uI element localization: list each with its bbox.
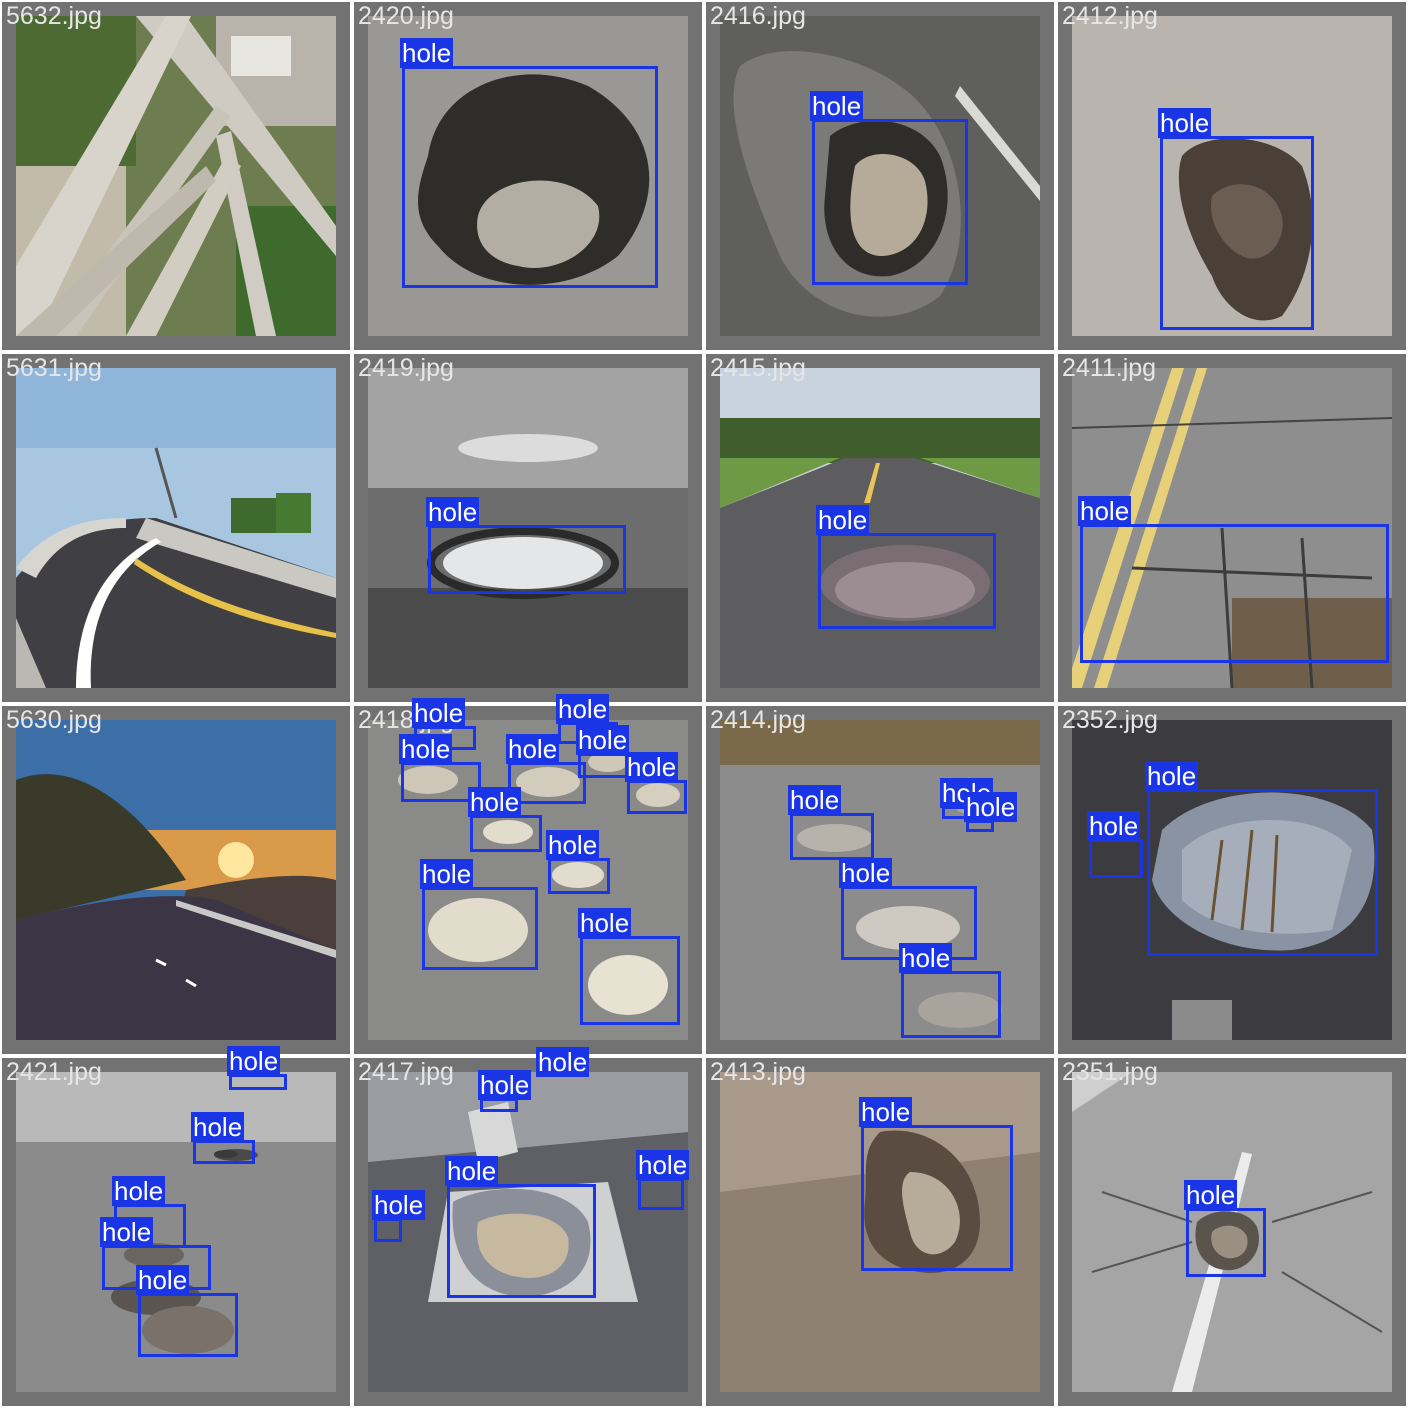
tile-filename: 2351.jpg [1062, 1058, 1158, 1086]
tile-5630: 5630.jpg [2, 706, 350, 1054]
tile-2414: 2414.jpg [706, 706, 1054, 1054]
tile-2421: 2421.jpg [2, 1058, 350, 1406]
photo-pothole [720, 1072, 1040, 1392]
photo-pothole [1072, 16, 1392, 336]
tile-filename: 2411.jpg [1062, 354, 1157, 382]
tile-2420: 2420.jpg [354, 2, 702, 350]
tile-5632: 5632.jpg [2, 2, 350, 350]
tile-2417: 2417.jpg [354, 1058, 702, 1406]
tile-2351: 2351.jpg [1058, 1058, 1406, 1406]
tile-filename: 2415.jpg [710, 354, 806, 382]
tile-2412: 2412.jpg [1058, 2, 1406, 350]
tile-2418: 2418.jpg [354, 706, 702, 1054]
photo-pothole-reflection [1072, 720, 1392, 1040]
photo-pothole [368, 16, 688, 336]
photo-rural-road [720, 368, 1040, 688]
photo-many-potholes [368, 720, 688, 1040]
tile-2352: 2352.jpg [1058, 706, 1406, 1054]
photo-highway-interchange [16, 16, 336, 336]
photo-potholes [720, 720, 1040, 1040]
tile-filename: 5632.jpg [6, 2, 102, 30]
tile-5631: 5631.jpg [2, 354, 350, 702]
tile-2413: 2413.jpg [706, 1058, 1054, 1406]
tile-2419: 2419.jpg [354, 354, 702, 702]
tile-filename: 2417.jpg [358, 1058, 454, 1086]
photo-curved-road [16, 368, 336, 688]
tile-2411: 2411.jpg [1058, 354, 1406, 702]
photo-potholes [368, 1072, 688, 1392]
tile-filename: 2414.jpg [710, 706, 806, 734]
tile-2415: 2415.jpg [706, 354, 1054, 702]
tile-2416: 2416.jpg [706, 2, 1054, 350]
photo-potholes [16, 1072, 336, 1392]
photo-sunset-road [16, 720, 336, 1040]
tile-filename: 2416.jpg [710, 2, 806, 30]
tile-filename: 2412.jpg [1062, 2, 1158, 30]
photo-pothole [1072, 1072, 1392, 1392]
tile-filename: 2418.jpg [358, 706, 454, 734]
tile-filename: 5631.jpg [6, 354, 102, 382]
tile-filename: 2421.jpg [6, 1058, 102, 1086]
tile-filename: 2413.jpg [710, 1058, 806, 1086]
photo-pothole [720, 16, 1040, 336]
photo-pothole [368, 368, 688, 688]
tile-filename: 2352.jpg [1062, 706, 1158, 734]
tile-filename: 2420.jpg [358, 2, 454, 30]
photo-cracked-road [1072, 368, 1392, 688]
tile-filename: 5630.jpg [6, 706, 102, 734]
tile-filename: 2419.jpg [358, 354, 454, 382]
